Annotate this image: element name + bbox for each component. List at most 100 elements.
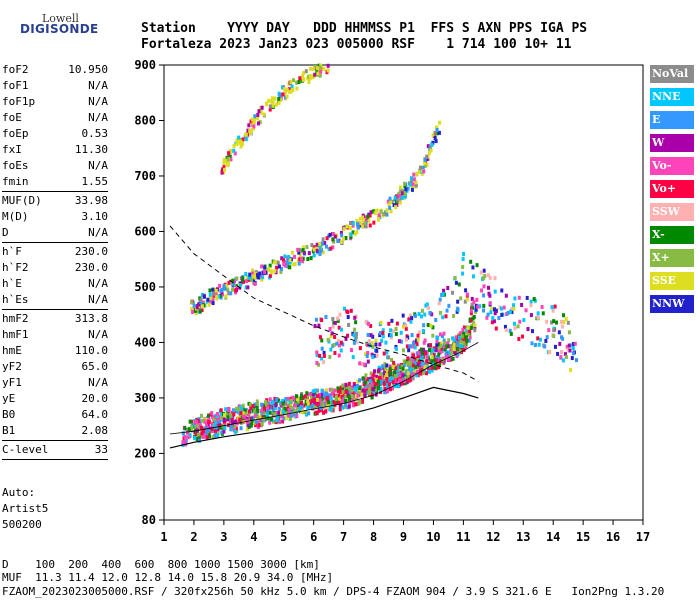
echo-point bbox=[451, 356, 455, 361]
echo-point bbox=[216, 427, 220, 432]
echo-point bbox=[545, 335, 549, 340]
echo-point bbox=[371, 387, 375, 392]
echo-point bbox=[257, 109, 261, 114]
echo-point bbox=[281, 407, 285, 412]
param-divider bbox=[2, 309, 108, 310]
echo-point bbox=[328, 327, 332, 332]
echo-point bbox=[425, 362, 429, 367]
echo-point bbox=[449, 343, 453, 348]
echo-point bbox=[320, 346, 324, 351]
header-labels: Station YYYY DAY DDD HHMMSS P1 FFS S AXN… bbox=[141, 21, 588, 36]
echo-point bbox=[246, 418, 250, 423]
echo-point bbox=[500, 312, 504, 317]
echo-point bbox=[440, 292, 444, 297]
echo-point bbox=[268, 107, 272, 112]
echo-point bbox=[332, 399, 336, 404]
echo-point bbox=[188, 433, 192, 438]
echo-point bbox=[423, 312, 427, 317]
echo-point bbox=[256, 116, 260, 121]
echo-point bbox=[351, 223, 355, 228]
echo-point bbox=[289, 413, 293, 418]
echo-point bbox=[433, 130, 437, 135]
echo-point bbox=[301, 245, 305, 250]
echo-point bbox=[241, 411, 245, 416]
echo-point bbox=[387, 355, 391, 360]
echo-point bbox=[237, 407, 241, 412]
echo-point bbox=[359, 221, 363, 226]
echo-point bbox=[389, 200, 393, 205]
echo-point bbox=[274, 260, 278, 265]
file-info: FZAOM_2023023005000.RSF / 320fx256h 50 k… bbox=[2, 585, 665, 598]
echo-point bbox=[319, 69, 323, 74]
echo-point bbox=[218, 283, 222, 288]
echo-point bbox=[436, 335, 440, 340]
param-row: h`F2 230.0 bbox=[2, 260, 108, 276]
echo-point bbox=[253, 414, 257, 419]
echo-point bbox=[365, 353, 369, 358]
echo-point bbox=[334, 397, 338, 402]
echo-point bbox=[302, 70, 306, 75]
echo-point bbox=[298, 253, 302, 258]
echo-point bbox=[395, 202, 399, 207]
echo-point bbox=[219, 288, 223, 293]
echo-point bbox=[234, 406, 238, 411]
echo-point bbox=[355, 230, 359, 235]
echo-point bbox=[331, 324, 335, 329]
echo-point bbox=[241, 403, 245, 408]
param-name: foEs bbox=[2, 159, 29, 172]
echo-point bbox=[207, 417, 211, 422]
echo-point bbox=[465, 338, 469, 343]
echo-point bbox=[531, 329, 535, 334]
param-row: B1 2.08 bbox=[2, 423, 108, 439]
param-row: yE 20.0 bbox=[2, 391, 108, 407]
echo-point bbox=[253, 409, 257, 414]
echo-point bbox=[305, 245, 309, 250]
echo-point bbox=[371, 355, 375, 360]
echo-point bbox=[397, 191, 401, 196]
echo-point bbox=[432, 348, 436, 353]
echo-point bbox=[302, 403, 306, 408]
echo-point bbox=[401, 324, 405, 329]
echo-point bbox=[295, 397, 299, 402]
echo-point bbox=[488, 301, 492, 306]
echo-point bbox=[463, 299, 467, 304]
echo-point bbox=[372, 373, 376, 378]
echo-point bbox=[275, 417, 279, 422]
param-value: 313.8 bbox=[74, 312, 108, 325]
echo-point bbox=[547, 328, 551, 333]
echo-point bbox=[424, 371, 428, 376]
echo-point bbox=[421, 166, 425, 171]
echo-point bbox=[236, 419, 240, 424]
echo-point bbox=[306, 405, 310, 410]
echo-point bbox=[431, 133, 435, 138]
echo-point bbox=[375, 374, 379, 379]
echo-point bbox=[491, 316, 495, 321]
echo-point bbox=[252, 126, 256, 131]
echo-point bbox=[307, 74, 311, 79]
echo-point bbox=[447, 338, 451, 343]
echo-point bbox=[262, 112, 266, 117]
echo-point bbox=[231, 278, 235, 283]
echo-point bbox=[364, 215, 368, 220]
echo-point bbox=[182, 431, 186, 436]
echo-point bbox=[455, 347, 459, 352]
echo-point bbox=[226, 288, 230, 293]
echo-point bbox=[428, 145, 432, 150]
echo-point bbox=[425, 356, 429, 361]
echo-point bbox=[322, 353, 326, 358]
echo-point bbox=[556, 351, 560, 356]
echo-point bbox=[195, 426, 199, 431]
echo-point bbox=[354, 335, 358, 340]
echo-point bbox=[419, 368, 423, 373]
echo-point bbox=[318, 252, 322, 257]
echo-point bbox=[281, 401, 285, 406]
echo-point bbox=[247, 401, 251, 406]
x-tick-label: 7 bbox=[340, 530, 347, 544]
echo-point bbox=[402, 363, 406, 368]
echo-point bbox=[241, 276, 245, 281]
echo-point bbox=[525, 295, 529, 300]
echo-point bbox=[271, 413, 275, 418]
echo-point bbox=[298, 406, 302, 411]
echo-point bbox=[315, 246, 319, 251]
